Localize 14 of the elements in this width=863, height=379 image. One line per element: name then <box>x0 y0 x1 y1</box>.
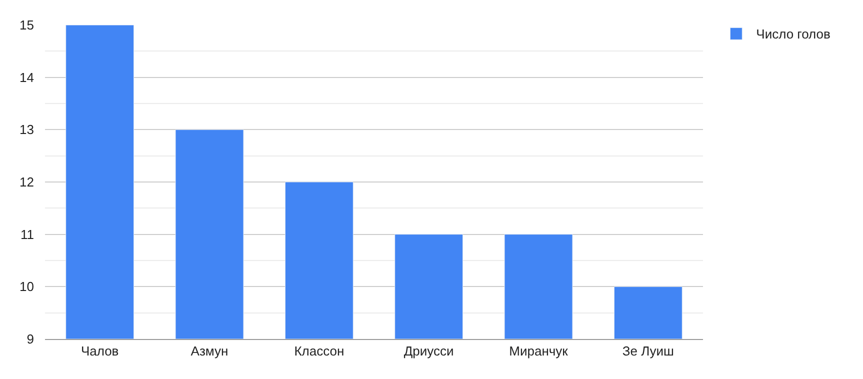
x-tick-label: Классон <box>294 344 344 359</box>
x-tick-label: Зе Луиш <box>622 344 674 359</box>
y-tick-label: 12 <box>20 174 34 190</box>
x-tick-label: Азмун <box>190 344 228 359</box>
legend-label: Число голов <box>756 26 831 42</box>
y-tick-label: 13 <box>20 122 34 138</box>
y-tick-label: 11 <box>20 226 34 242</box>
y-tick-label: 14 <box>20 70 34 85</box>
y-tick-label: 15 <box>20 18 34 33</box>
y-tick-label: 9 <box>26 332 34 347</box>
x-tick-label: Дриусси <box>404 344 454 359</box>
y-tick-label: 10 <box>20 279 34 294</box>
x-tick-label: Чалов <box>80 344 119 359</box>
x-tick-label: Миранчук <box>509 344 568 359</box>
